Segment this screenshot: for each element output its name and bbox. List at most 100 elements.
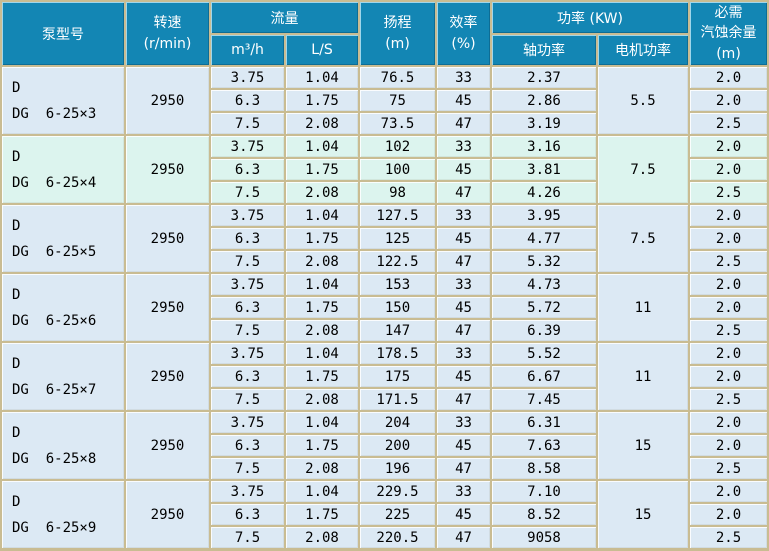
header-speed-line2: (r/min) xyxy=(143,35,192,52)
cell-flow-m3h: 7.5 xyxy=(211,182,284,203)
cell-motor-power: 7.5 xyxy=(598,136,688,203)
cell-efficiency: 45 xyxy=(437,504,490,525)
cell-shaft-power: 6.67 xyxy=(492,366,596,387)
cell-speed: 2950 xyxy=(126,343,209,410)
table-row: 7.5 2.08 73.5 47 3.19 2.5 xyxy=(2,113,767,134)
cell-speed: 2950 xyxy=(126,274,209,341)
cell-npsh: 2.0 xyxy=(690,366,767,387)
header-efficiency: 效率 (%) xyxy=(437,2,490,65)
cell-flow-m3h: 7.5 xyxy=(211,389,284,410)
header-speed-line1: 转速 xyxy=(153,15,182,32)
header-npsh-line3: (m) xyxy=(716,45,741,62)
cell-model: D DG 6-25×6 xyxy=(2,274,124,341)
cell-head: 220.5 xyxy=(360,527,435,548)
cell-npsh: 2.5 xyxy=(690,182,767,203)
cell-shaft-power: 4.26 xyxy=(492,182,596,203)
cell-flow-ls: 1.04 xyxy=(286,481,358,502)
cell-shaft-power: 9058 xyxy=(492,527,596,548)
table-row: 6.3 1.75 125 45 4.77 2.0 xyxy=(2,228,767,249)
table-header: 泵型号 转速 (r/min) 流量 扬程 (m) 效率 (%) 功率 (KW) … xyxy=(2,2,767,65)
cell-flow-m3h: 6.3 xyxy=(211,435,284,456)
cell-npsh: 2.5 xyxy=(690,458,767,479)
cell-flow-m3h: 3.75 xyxy=(211,343,284,364)
cell-efficiency: 45 xyxy=(437,228,490,249)
cell-shaft-power: 8.58 xyxy=(492,458,596,479)
cell-head: 178.5 xyxy=(360,343,435,364)
cell-npsh: 2.0 xyxy=(690,343,767,364)
cell-shaft-power: 5.72 xyxy=(492,297,596,318)
cell-npsh: 2.0 xyxy=(690,67,767,88)
cell-flow-ls: 1.04 xyxy=(286,205,358,226)
cell-motor-power: 11 xyxy=(598,274,688,341)
table-row: 7.5 2.08 122.5 47 5.32 2.5 xyxy=(2,251,767,272)
cell-head: 225 xyxy=(360,504,435,525)
cell-efficiency: 45 xyxy=(437,159,490,180)
cell-npsh: 2.0 xyxy=(690,412,767,433)
header-efficiency-line2: (%) xyxy=(451,35,476,52)
table-row: 7.5 2.08 147 47 6.39 2.5 xyxy=(2,320,767,341)
header-npsh: 必需 汽蚀余量 (m) xyxy=(690,2,767,65)
cell-efficiency: 45 xyxy=(437,90,490,111)
cell-flow-m3h: 3.75 xyxy=(211,412,284,433)
cell-flow-m3h: 6.3 xyxy=(211,90,284,111)
cell-npsh: 2.0 xyxy=(690,481,767,502)
cell-head: 98 xyxy=(360,182,435,203)
header-efficiency-line1: 效率 xyxy=(449,15,478,32)
cell-flow-m3h: 6.3 xyxy=(211,159,284,180)
cell-flow-m3h: 6.3 xyxy=(211,504,284,525)
cell-model: D DG 6-25×3 xyxy=(2,67,124,134)
cell-efficiency: 33 xyxy=(437,343,490,364)
cell-shaft-power: 3.16 xyxy=(492,136,596,157)
cell-flow-m3h: 6.3 xyxy=(211,228,284,249)
cell-flow-ls: 2.08 xyxy=(286,389,358,410)
cell-motor-power: 15 xyxy=(598,412,688,479)
cell-npsh: 2.0 xyxy=(690,136,767,157)
cell-npsh: 2.5 xyxy=(690,320,767,341)
cell-efficiency: 47 xyxy=(437,527,490,548)
header-model: 泵型号 xyxy=(2,2,124,65)
header-head-line2: (m) xyxy=(385,35,410,52)
cell-flow-m3h: 6.3 xyxy=(211,297,284,318)
cell-npsh: 2.0 xyxy=(690,297,767,318)
cell-shaft-power: 3.95 xyxy=(492,205,596,226)
table-row: 7.5 2.08 220.5 47 9058 2.5 xyxy=(2,527,767,548)
cell-flow-m3h: 7.5 xyxy=(211,527,284,548)
cell-flow-m3h: 7.5 xyxy=(211,113,284,134)
table-body: D DG 6-25×3 2950 3.75 1.04 76.5 33 2.37 5.5 2.0 6… xyxy=(2,67,767,548)
cell-model: D DG 6-25×5 xyxy=(2,205,124,272)
header-head: 扬程 (m) xyxy=(360,2,435,65)
cell-head: 175 xyxy=(360,366,435,387)
header-npsh-line2: 汽蚀余量 xyxy=(700,25,757,42)
table-row: D DG 6-25×5 2950 3.75 1.04 127.5 33 3.95 7.5 2.0 xyxy=(2,205,767,272)
cell-efficiency: 33 xyxy=(437,67,490,88)
cell-npsh: 2.0 xyxy=(690,435,767,456)
header-speed: 转速 (r/min) xyxy=(126,2,209,65)
cell-flow-ls: 2.08 xyxy=(286,320,358,341)
cell-model: D DG 6-25×4 xyxy=(2,136,124,203)
cell-efficiency: 45 xyxy=(437,366,490,387)
cell-npsh: 2.0 xyxy=(690,159,767,180)
cell-head: 171.5 xyxy=(360,389,435,410)
cell-head: 147 xyxy=(360,320,435,341)
cell-speed: 2950 xyxy=(126,412,209,479)
cell-efficiency: 33 xyxy=(437,481,490,502)
cell-flow-ls: 1.04 xyxy=(286,412,358,433)
cell-flow-ls: 2.08 xyxy=(286,527,358,548)
cell-npsh: 2.5 xyxy=(690,527,767,548)
cell-head: 73.5 xyxy=(360,113,435,134)
cell-efficiency: 47 xyxy=(437,182,490,203)
cell-shaft-power: 4.77 xyxy=(492,228,596,249)
cell-head: 102 xyxy=(360,136,435,157)
cell-shaft-power: 4.73 xyxy=(492,274,596,295)
cell-npsh: 2.5 xyxy=(690,389,767,410)
cell-speed: 2950 xyxy=(126,481,209,548)
table-row: D DG 6-25×3 2950 3.75 1.04 76.5 33 2.37 5.5 2.0 xyxy=(2,67,767,134)
cell-efficiency: 47 xyxy=(437,389,490,410)
cell-npsh: 2.0 xyxy=(690,90,767,111)
cell-motor-power: 5.5 xyxy=(598,67,688,134)
table-row: D DG 6-25×4 2950 3.75 1.04 102 33 3.16 7.5 2.0 xyxy=(2,136,767,203)
cell-npsh: 2.0 xyxy=(690,504,767,525)
cell-flow-ls: 1.75 xyxy=(286,435,358,456)
header-npsh-line1: 必需 xyxy=(714,5,743,22)
